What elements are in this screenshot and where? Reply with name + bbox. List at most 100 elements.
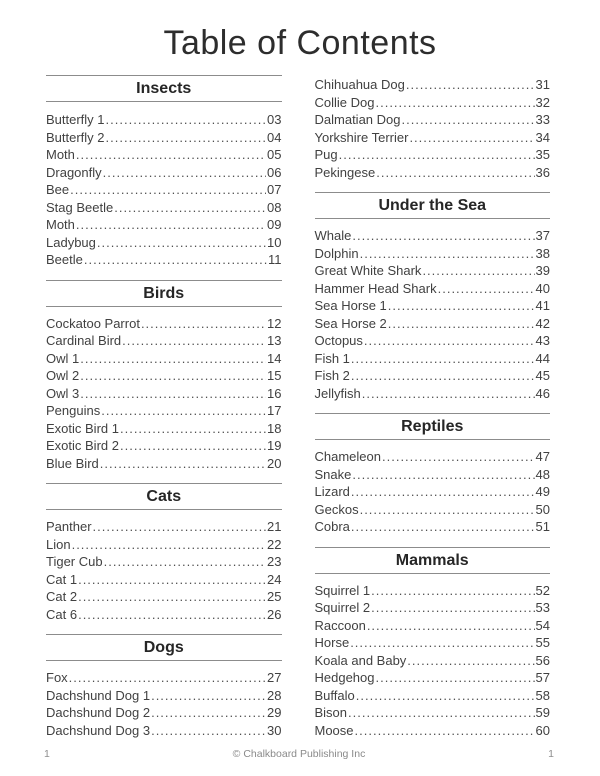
entry-title: Butterfly 2 — [46, 129, 105, 145]
dot-leader — [93, 518, 266, 536]
toc-entry: Buffalo 58 — [315, 687, 551, 705]
dot-leader — [339, 146, 535, 164]
dot-leader — [355, 722, 535, 740]
entry-title: Blue Bird — [46, 455, 99, 471]
entry-page-number: 23 — [267, 554, 282, 569]
section-entries: Cockatoo Parrot12Cardinal Bird13Owl 114O… — [46, 315, 282, 473]
entry-title: Yorkshire Terrier — [314, 129, 409, 145]
entry-page-number: 16 — [267, 385, 282, 401]
entry-page-number: 51 — [535, 519, 550, 534]
toc-entry: Chameleon 47 — [315, 448, 551, 466]
entry-title: Fox — [46, 670, 68, 685]
toc-entry: Owl 2 15 — [46, 367, 282, 385]
section-entries: Whale 37 Dolphin 38 Great White Shark 39 Hamme… — [315, 227, 551, 402]
entry-title: Lizard — [314, 484, 350, 499]
entry-title: Cobra — [314, 519, 350, 534]
entry-title: Hammer Head Shark — [314, 280, 437, 296]
dot-leader — [151, 722, 266, 740]
entry-title: Geckos — [314, 501, 359, 517]
dot-leader — [120, 437, 266, 455]
entry-page-number: 33 — [535, 112, 550, 127]
toc-entry: Octopus 43 — [315, 332, 551, 350]
entry-title: Dolphin — [314, 245, 359, 261]
entry-title: Cat 6 — [46, 606, 78, 622]
entry-page-number: 57 — [535, 670, 550, 685]
section-heading: Reptiles — [314, 413, 550, 440]
dot-leader — [106, 129, 267, 147]
toc-entry: Butterfly 1 03 — [46, 111, 282, 129]
entry-title: Dachshund Dog 1 — [46, 687, 151, 703]
entry-title: Whale — [314, 228, 352, 243]
entry-page-number: 04 — [267, 129, 282, 145]
dot-leader — [348, 704, 535, 722]
entry-page-number: 05 — [267, 147, 282, 162]
entry-page-number: 46 — [535, 385, 550, 401]
entry-title: Bison — [314, 705, 348, 720]
dot-leader — [151, 704, 266, 722]
entry-title: Koala and Baby — [314, 652, 407, 668]
entry-title: Owl 1 — [46, 350, 80, 366]
entry-page-number: 09 — [267, 217, 282, 232]
toc-entry: Dachshund Dog 3 30 — [46, 722, 282, 740]
toc-entry: Beetle 11 — [46, 251, 282, 269]
toc-entry: Dachshund Dog 1 28 — [46, 687, 282, 705]
toc-entry: Cobra 51 — [315, 518, 551, 536]
toc-entry: Pug 35 — [315, 146, 551, 164]
entry-title: Dalmatian Dog — [314, 112, 401, 127]
entry-title: Lion — [46, 536, 71, 552]
toc-entry: Koala and Baby 56 — [315, 652, 551, 670]
entry-page-number: 55 — [535, 635, 550, 650]
toc-entry: Cockatoo Parrot 12 — [46, 315, 282, 333]
toc-entry: Raccoon 54 — [315, 617, 551, 635]
toc-entry: Cat 6 26 — [46, 606, 282, 624]
toc-section: CatsPanther21Lion22Tiger Cub23Cat 124Cat… — [46, 483, 282, 623]
section-entries: Squirrel 1 52 Squirrel 2 53 Raccoon 54 Horse 55… — [315, 582, 551, 740]
toc-entry: Jellyfish 46 — [315, 385, 551, 403]
entry-title: Exotic Bird 2 — [46, 438, 119, 453]
entry-page-number: 30 — [267, 722, 282, 738]
dot-leader — [351, 483, 535, 501]
footer-page-number-right: 1 — [548, 748, 554, 760]
entry-page-number: 38 — [535, 245, 550, 261]
toc-entry: Snake 48 — [315, 466, 551, 484]
entry-title: Penguins — [46, 403, 101, 418]
entry-page-number: 19 — [267, 438, 282, 453]
toc-entry: Exotic Bird 2 19 — [46, 437, 282, 455]
section-heading: Mammals — [314, 546, 550, 574]
entry-page-number: 25 — [267, 589, 282, 604]
entry-page-number: 39 — [535, 263, 550, 278]
entry-title: Sea Horse 2 — [314, 315, 387, 331]
toc-entry: Yorkshire Terrier 34 — [315, 129, 551, 147]
entry-title: Hedgehog — [314, 670, 375, 685]
entry-page-number: 13 — [267, 333, 282, 348]
toc-section: Insects Butterfly 1 03 Butterfly 2 04 Moth 05 D… — [46, 75, 282, 269]
entry-title: Tiger Cub — [46, 554, 103, 569]
entry-page-number: 29 — [267, 705, 282, 720]
toc-section: Birds Cockatoo Parrot 12 Cardinal Bird 13 Owl… — [46, 279, 282, 473]
entry-page-number: 12 — [267, 315, 282, 331]
dot-leader — [371, 582, 534, 600]
dot-leader — [106, 111, 267, 129]
dot-leader — [407, 652, 534, 670]
entry-page-number: 41 — [535, 298, 550, 313]
entry-title: Cardinal Bird — [46, 333, 122, 348]
dot-leader — [360, 501, 535, 519]
entry-title: Sea Horse 1 — [314, 298, 387, 313]
entry-page-number: 18 — [267, 420, 282, 436]
entry-page-number: 50 — [535, 501, 550, 517]
toc-entry: Sea Horse 1 41 — [315, 297, 551, 315]
entry-title: Snake — [314, 466, 352, 482]
dot-leader — [78, 571, 266, 589]
toc-entry: Moose 60 — [315, 722, 551, 740]
entry-page-number: 56 — [535, 652, 550, 668]
dot-leader — [352, 227, 534, 245]
entry-title: Pekingese — [314, 164, 376, 180]
dot-leader — [402, 111, 535, 129]
toc-entry: Whale 37 — [315, 227, 551, 245]
entry-page-number: 40 — [535, 280, 550, 296]
section-heading: Cats — [46, 483, 282, 510]
toc-columns: Insects Butterfly 1 03 Butterfly 2 04 Moth 05 D… — [0, 63, 600, 739]
toc-entry: Blue Bird 20 — [46, 455, 282, 473]
entry-page-number: 35 — [535, 147, 550, 162]
